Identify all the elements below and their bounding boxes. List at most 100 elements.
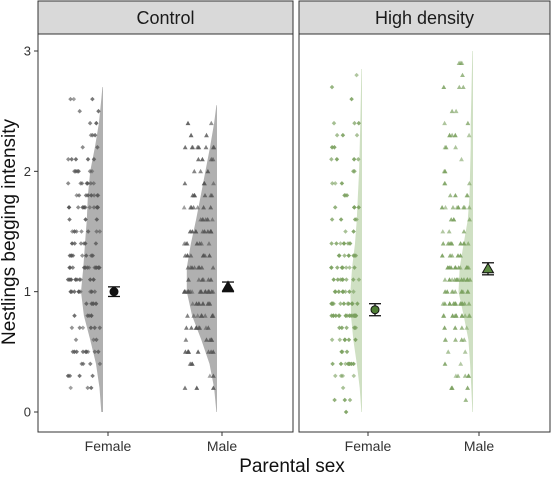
y-tick-label-1: 1	[24, 284, 31, 299]
point-high-male-90	[451, 217, 457, 222]
point-control-female-111	[92, 325, 97, 331]
point-high-female-81	[346, 337, 352, 343]
point-high-female-1	[341, 301, 347, 306]
point-high-female-49	[354, 72, 359, 78]
point-control-male-88	[199, 313, 205, 318]
point-high-female-76	[344, 325, 349, 331]
point-control-female-60	[67, 217, 72, 222]
point-high-male-3	[465, 241, 471, 246]
point-control-female-126	[83, 217, 88, 222]
point-control-female-139	[66, 205, 72, 210]
point-high-male-101	[452, 325, 458, 330]
point-high-female-83	[333, 313, 339, 318]
point-high-male-44	[453, 265, 458, 270]
point-control-male-23	[201, 181, 207, 186]
point-control-male-120	[189, 229, 195, 234]
point-control-female-42	[97, 229, 103, 234]
point-high-female-39	[333, 373, 338, 379]
point-control-male-52	[211, 181, 216, 186]
point-control-male-0	[181, 205, 187, 210]
point-control-male-65	[196, 144, 202, 150]
point-control-male-16	[185, 120, 191, 126]
point-control-female-118	[83, 241, 88, 246]
point-high-female-105	[329, 145, 335, 150]
point-control-male-26	[210, 217, 215, 222]
point-high-male-109	[467, 313, 472, 318]
point-high-female-95	[356, 120, 362, 126]
point-control-male-72	[202, 313, 208, 318]
y-tick-label-3: 3	[24, 44, 31, 59]
point-control-male-80	[195, 265, 201, 270]
point-high-male-124	[450, 313, 455, 318]
point-high-male-107	[449, 241, 455, 246]
point-control-male-141	[207, 373, 213, 378]
point-control-male-84	[205, 168, 211, 174]
point-control-male-134	[206, 277, 211, 282]
point-high-female-78	[353, 325, 359, 331]
point-high-male-37	[459, 156, 464, 162]
point-high-male-86	[448, 265, 454, 270]
point-control-female-115	[88, 361, 93, 367]
point-control-male-35	[195, 205, 201, 210]
mean-control-male	[221, 280, 235, 292]
point-high-female-99	[337, 325, 342, 331]
point-high-female-77	[330, 181, 335, 186]
point-high-male-92	[453, 337, 458, 342]
point-control-male-81	[191, 168, 197, 174]
point-control-male-132	[186, 277, 191, 282]
point-control-female-76	[90, 132, 95, 138]
point-control-male-87	[211, 385, 216, 390]
point-control-female-61	[73, 337, 79, 343]
x-axis-title: Parental sex	[239, 456, 345, 475]
point-control-female-66	[68, 96, 73, 102]
point-control-female-71	[91, 181, 96, 186]
point-high-male-134	[458, 361, 464, 366]
point-high-female-112	[340, 289, 345, 294]
point-control-female-141	[95, 193, 101, 198]
point-high-female-28	[355, 301, 360, 306]
panel-control-border	[37, 33, 294, 433]
point-control-female-81	[92, 132, 98, 138]
point-high-male-106	[439, 253, 445, 258]
point-control-female-110	[71, 96, 77, 102]
point-high-male-46	[459, 313, 465, 318]
point-control-male-109	[188, 265, 193, 270]
point-control-female-124	[88, 325, 94, 331]
point-high-male-47	[450, 205, 456, 210]
point-high-female-119	[349, 301, 355, 306]
point-high-male-74	[461, 241, 467, 246]
point-high-male-77	[453, 193, 458, 198]
point-control-female-135	[70, 229, 75, 234]
point-control-male-75	[182, 181, 188, 186]
point-high-male-119	[465, 289, 471, 294]
point-control-male-122	[196, 301, 202, 306]
point-control-male-90	[210, 156, 216, 162]
point-high-male-28	[440, 229, 446, 234]
point-high-male-62	[452, 132, 458, 138]
point-high-male-29	[443, 144, 449, 150]
point-high-male-123	[452, 289, 458, 294]
point-control-female-140	[88, 385, 94, 391]
point-high-female-129	[339, 265, 345, 270]
mean-control-female	[109, 287, 119, 297]
point-control-female-8	[79, 229, 84, 234]
y-tick-label-0: 0	[24, 405, 31, 420]
point-high-female-131	[335, 265, 340, 270]
point-high-female-127	[342, 337, 348, 343]
point-control-female-51	[91, 337, 96, 343]
point-high-male-129	[460, 289, 466, 294]
point-control-male-28	[200, 301, 206, 306]
point-high-male-93	[463, 397, 469, 402]
point-high-male-108	[460, 301, 465, 306]
point-high-male-85	[467, 217, 472, 222]
y-axis-title: Nestlings begging intensity	[0, 118, 20, 345]
point-high-male-100	[464, 265, 469, 270]
point-high-female-138	[353, 253, 359, 258]
point-control-male-107	[190, 301, 196, 306]
point-high-male-127	[445, 349, 451, 354]
point-control-male-37	[203, 144, 209, 150]
point-high-female-101	[347, 289, 352, 294]
point-control-male-77	[204, 132, 209, 138]
point-high-male-51	[453, 144, 458, 150]
point-control-female-92	[69, 325, 75, 331]
